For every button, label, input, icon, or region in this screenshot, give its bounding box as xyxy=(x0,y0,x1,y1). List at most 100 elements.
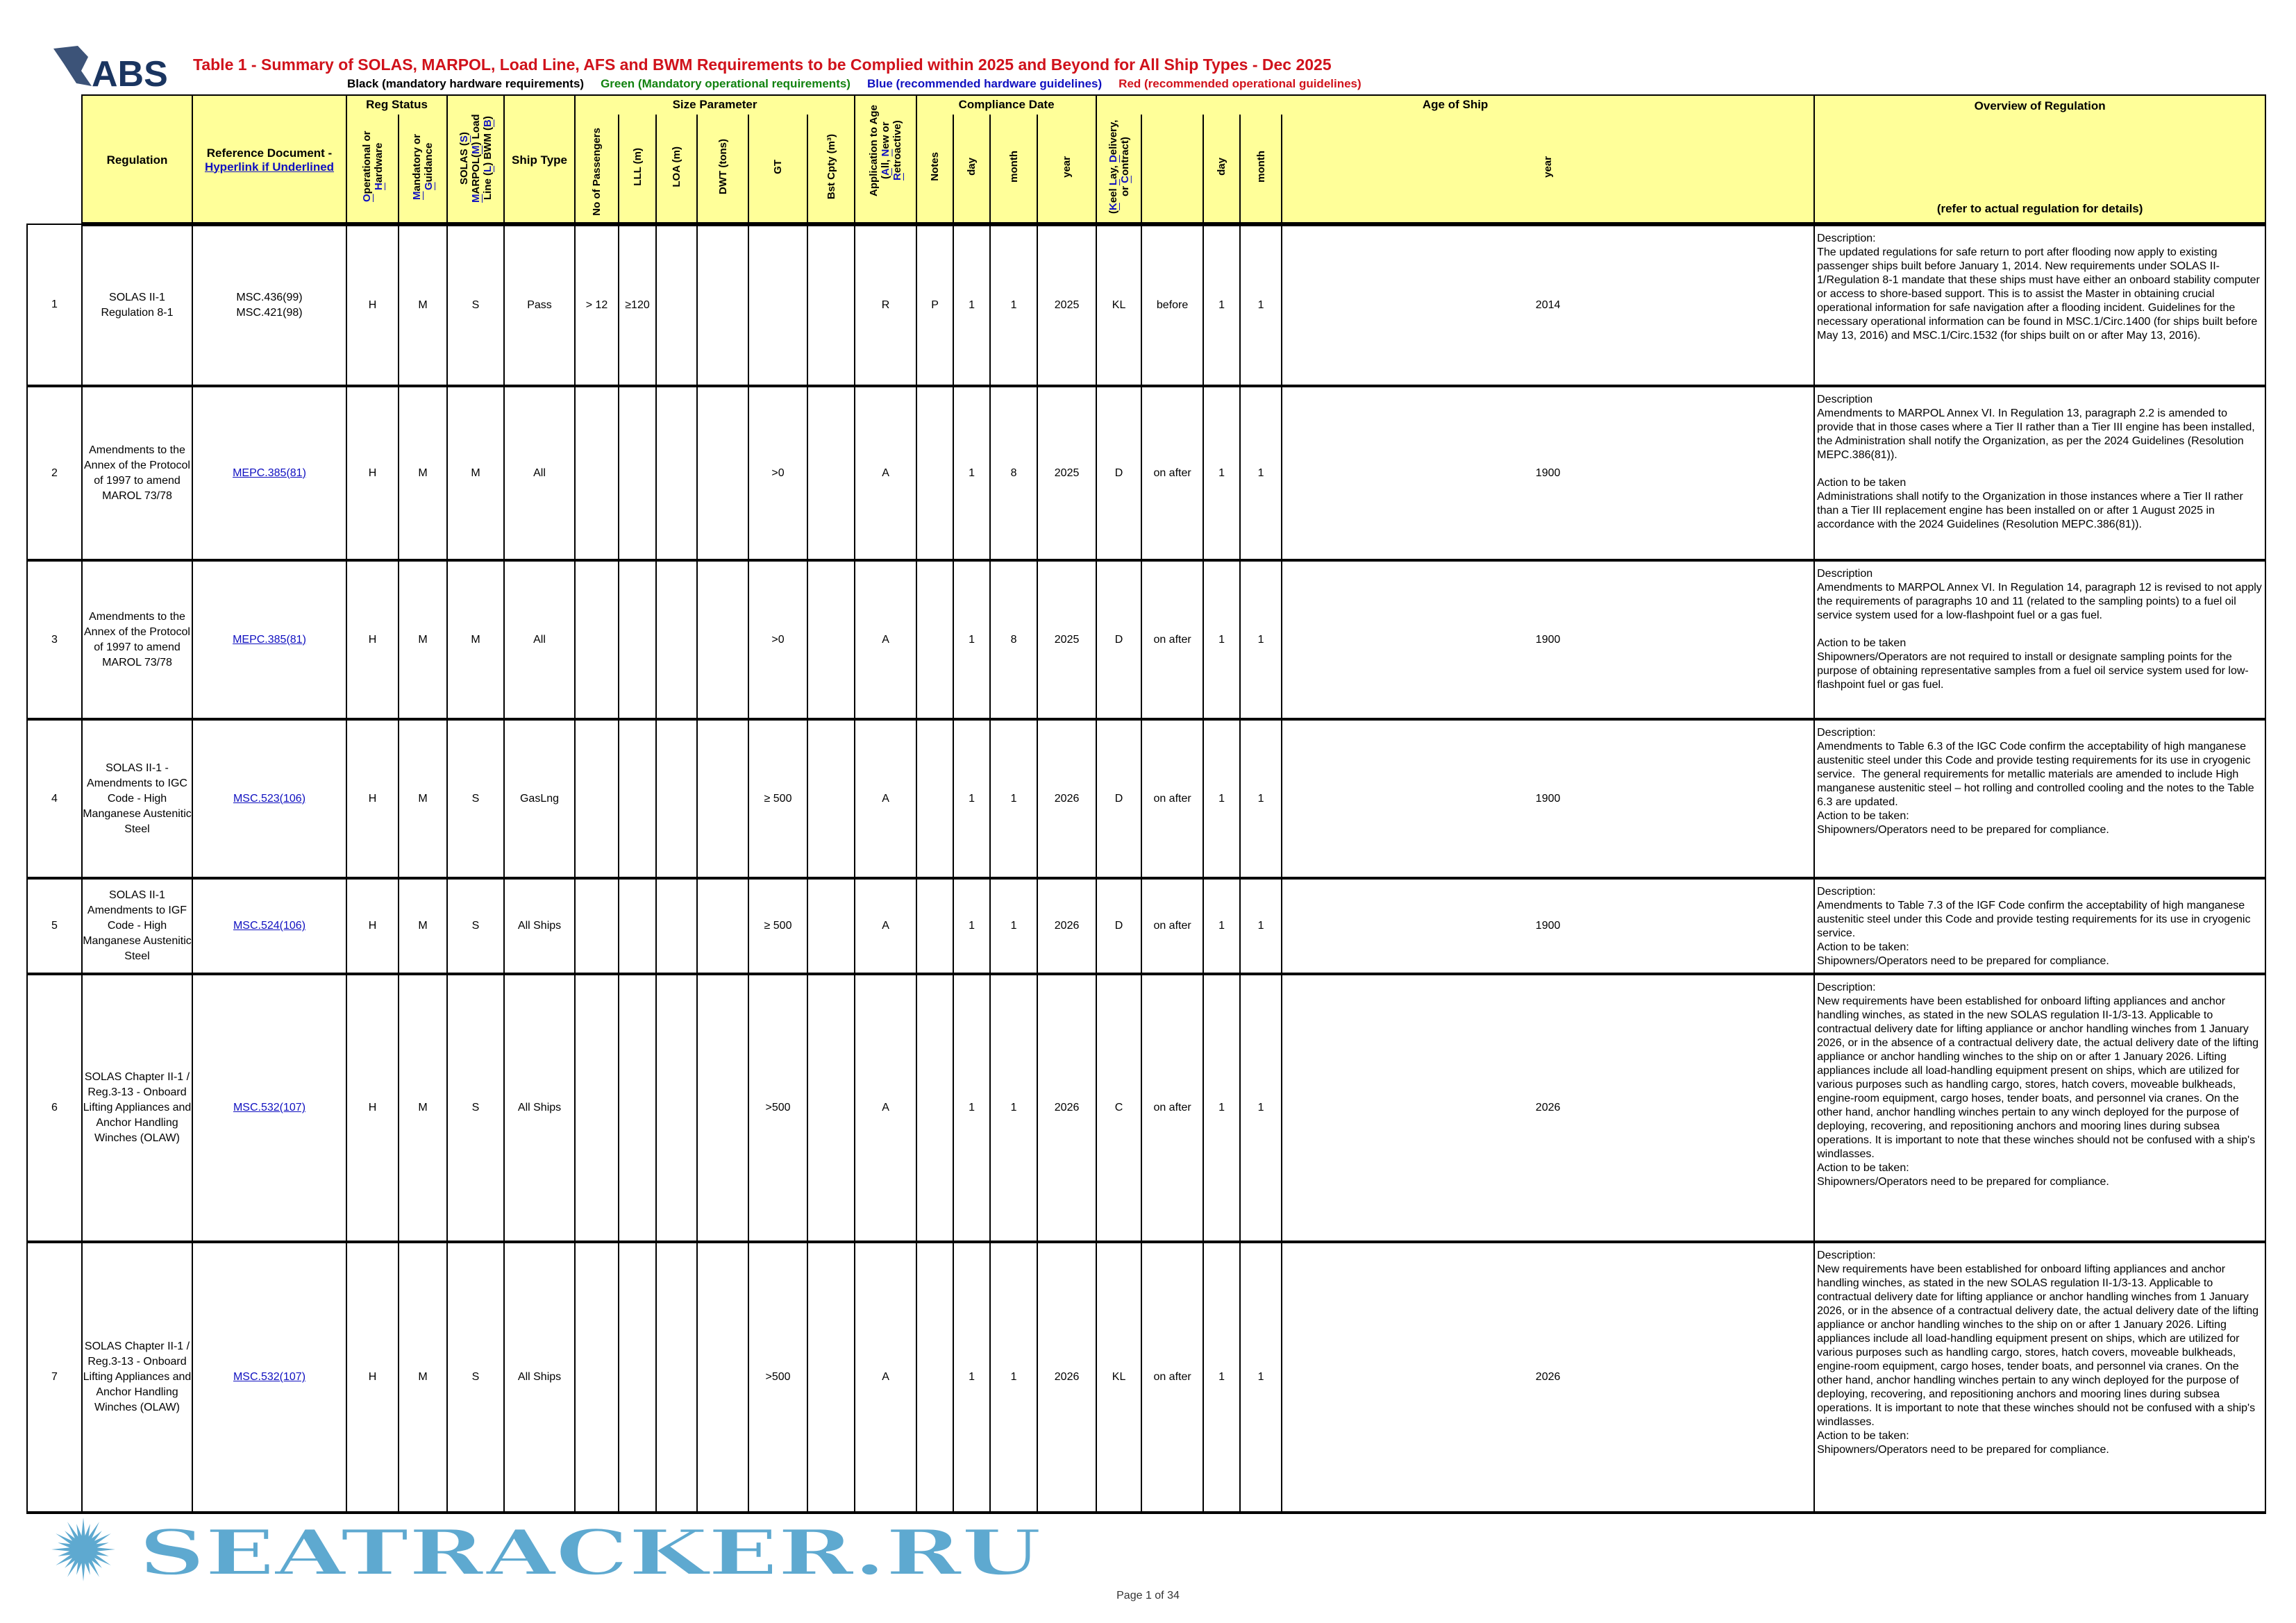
cell-kld: KL xyxy=(1096,1241,1143,1514)
cell-oh: H xyxy=(346,718,399,880)
cell-notes xyxy=(916,877,955,975)
cell-oh: H xyxy=(346,560,399,721)
overview-title: Overview of Regulation xyxy=(1974,99,2106,112)
cell-month: 8 xyxy=(989,560,1039,721)
cell-month: 1 xyxy=(989,973,1039,1243)
cell-notes: P xyxy=(916,224,955,387)
reference-link[interactable]: MSC.532(107) xyxy=(233,1371,306,1383)
cell-lll xyxy=(618,877,657,975)
age-month-header: month xyxy=(1239,115,1283,226)
reference-link[interactable]: MSC.524(106) xyxy=(233,920,306,932)
cell-lll: ≥120 xyxy=(618,224,657,387)
cell-conv: S xyxy=(446,1241,505,1514)
cell-lll xyxy=(618,560,657,721)
legend-item: Black (mandatory hardware requirements) xyxy=(347,77,585,90)
abs-logo: ABS xyxy=(53,46,168,92)
legend-item: Red (recommended operational guidelines) xyxy=(1118,77,1361,90)
gt-header: GT xyxy=(748,115,809,226)
table-row: 3 Amendments to the Annex of the Protocol… xyxy=(26,560,2267,721)
cell-dwt xyxy=(696,560,750,721)
age-day-header: day xyxy=(1203,115,1241,226)
cell-bst xyxy=(807,718,856,880)
cell-ship: All Ships xyxy=(503,973,576,1243)
cell-regulation: SOLAS Chapter II-1 / Reg.3-13 - Onboard … xyxy=(81,973,193,1243)
cell-notes xyxy=(916,385,955,562)
cell-mg: M xyxy=(397,718,449,880)
cell-rel: on after xyxy=(1141,718,1205,880)
cell-month: 8 xyxy=(989,385,1039,562)
cell-app: A xyxy=(854,385,918,562)
cell-no: 2 xyxy=(26,385,83,562)
cell-oh: H xyxy=(346,1241,399,1514)
cell-loa xyxy=(655,224,698,387)
cell-day: 1 xyxy=(953,224,991,387)
cell-mg: M xyxy=(397,385,449,562)
cell-ref: MEPC.385(81) xyxy=(192,560,347,721)
mand-guid-header: Mandatory or Guidance xyxy=(397,115,449,226)
header-label: (Keel Lay, Delivery, or Contract) xyxy=(1107,119,1131,214)
age-year-header: year xyxy=(1281,115,1816,226)
reference-link[interactable]: MSC.523(106) xyxy=(233,792,306,805)
cell-ship: Pass xyxy=(503,224,576,387)
year-header: year xyxy=(1037,115,1098,226)
cell-gt: >0 xyxy=(748,560,809,721)
cell-gt: ≥ 500 xyxy=(748,718,809,880)
cell-overview: Description: New requirements have been … xyxy=(1813,973,2267,1243)
cell-oh: H xyxy=(346,224,399,387)
op-hw-header: Operational or Hardware xyxy=(346,115,399,226)
header-label: SOLAS (S) MARPOL(M) Load Line (L) BWM (B… xyxy=(458,114,494,203)
cell-day: 1 xyxy=(953,560,991,721)
kld-header: (Keel Lay, Delivery, or Contract) xyxy=(1096,115,1143,226)
cell-day: 1 xyxy=(953,877,991,975)
loa-header: LOA (m) xyxy=(655,115,698,226)
reference-link[interactable]: MEPC.385(81) xyxy=(233,466,306,479)
cell-ayear: 2026 xyxy=(1281,973,1816,1243)
cell-aday: 1 xyxy=(1203,718,1241,880)
cell-kld: KL xyxy=(1096,224,1143,387)
cell-ayear: 2014 xyxy=(1281,224,1816,387)
cell-mg: M xyxy=(397,224,449,387)
lll-header: LLL (m) xyxy=(618,115,657,226)
cell-app: A xyxy=(854,560,918,721)
cell-rel: before xyxy=(1141,224,1205,387)
cell-app: R xyxy=(854,224,918,387)
month-header: month xyxy=(989,115,1039,226)
header-label: Bst Cpty (m³) xyxy=(825,133,837,200)
cell-ayear: 1900 xyxy=(1281,385,1816,562)
convention-header: SOLAS (S) MARPOL(M) Load Line (L) BWM (B… xyxy=(446,94,505,226)
cell-amonth: 1 xyxy=(1239,224,1283,387)
table-row: 1 SOLAS II-1 Regulation 8-1 MSC.436(99) MSC… xyxy=(26,224,2267,387)
cell-amonth: 1 xyxy=(1239,385,1283,562)
cell-ref: MSC.532(107) xyxy=(192,973,347,1243)
cell-rel: on after xyxy=(1141,877,1205,975)
cell-overview: Description Amendments to MARPOL Annex V… xyxy=(1813,560,2267,721)
cell-mg: M xyxy=(397,560,449,721)
cell-year: 2026 xyxy=(1037,718,1098,880)
cell-overview: Description Amendments to MARPOL Annex V… xyxy=(1813,385,2267,562)
cell-gt: >500 xyxy=(748,1241,809,1514)
cell-month: 1 xyxy=(989,718,1039,880)
cell-loa xyxy=(655,877,698,975)
cell-kld: D xyxy=(1096,560,1143,721)
cell-regulation: SOLAS Chapter II-1 / Reg.3-13 - Onboard … xyxy=(81,1241,193,1514)
cell-regulation: Amendments to the Annex of the Protocol … xyxy=(81,560,193,721)
svg-text:ABS: ABS xyxy=(92,54,168,92)
ref-doc-label: Reference Document - xyxy=(206,146,333,160)
bst-header: Bst Cpty (m³) xyxy=(807,115,856,226)
cell-gt xyxy=(748,224,809,387)
cell-dwt xyxy=(696,877,750,975)
cell-dwt xyxy=(696,224,750,387)
reference-link[interactable]: MEPC.385(81) xyxy=(233,633,306,646)
cell-ship: All xyxy=(503,560,576,721)
watermark-text: SEATRACKER.RU xyxy=(139,1516,1041,1583)
cell-pass xyxy=(574,1241,620,1514)
cell-ref: MSC.436(99) MSC.421(98) xyxy=(192,224,347,387)
cell-app: A xyxy=(854,877,918,975)
reference-link[interactable]: MSC.532(107) xyxy=(233,1102,306,1113)
cell-amonth: 1 xyxy=(1239,973,1283,1243)
cell-ayear: 2026 xyxy=(1281,1241,1816,1514)
overview-note: (refer to actual regulation for details) xyxy=(1936,202,2143,215)
cell-regulation: Amendments to the Annex of the Protocol … xyxy=(81,385,193,562)
cell-ref: MEPC.385(81) xyxy=(192,385,347,562)
cell-ayear: 1900 xyxy=(1281,718,1816,880)
